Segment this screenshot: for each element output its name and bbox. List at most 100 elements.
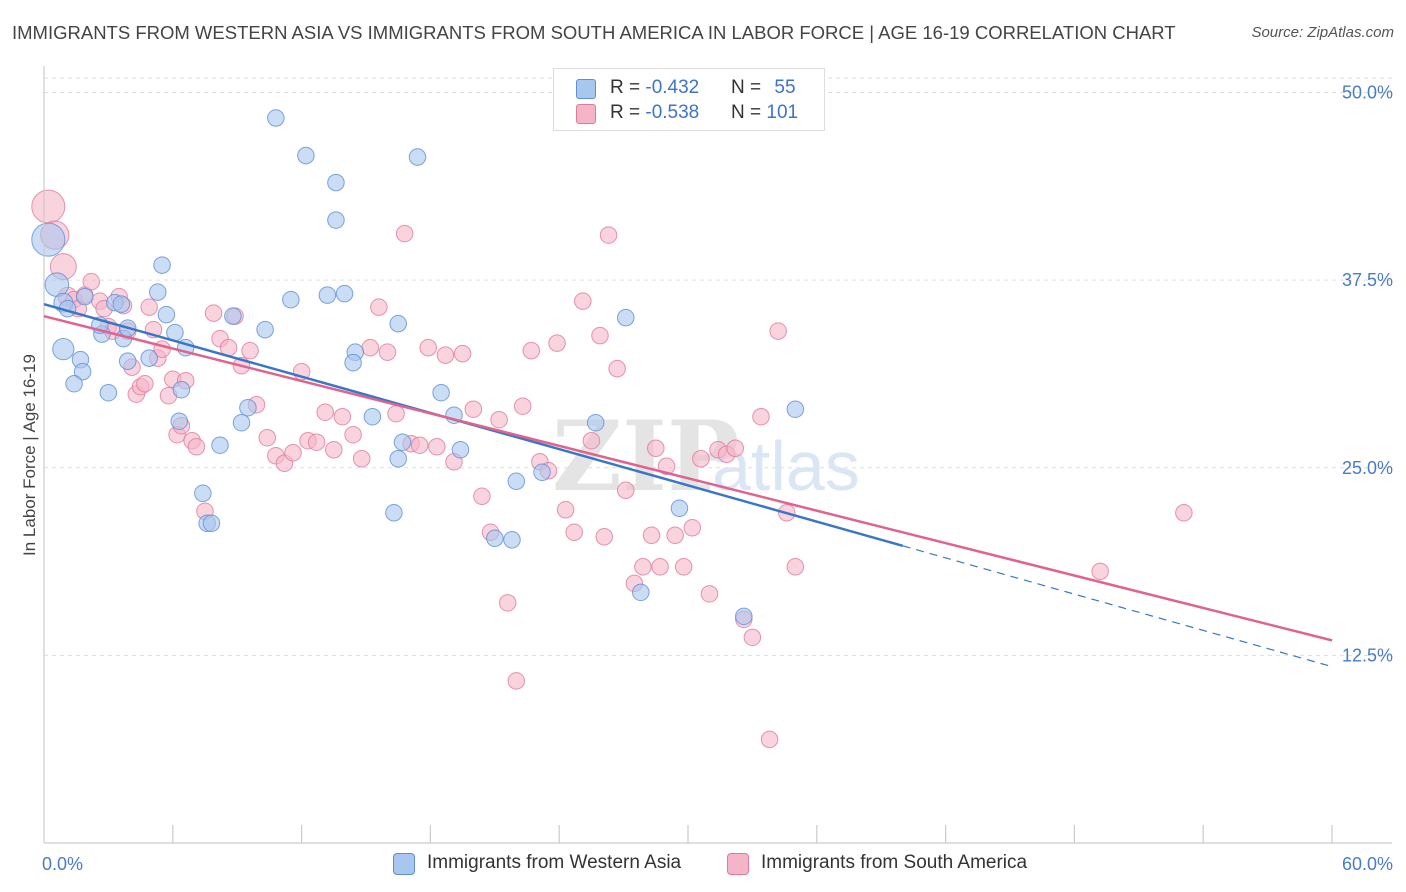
data-point — [297, 146, 315, 165]
data-point — [325, 440, 343, 459]
data-point — [616, 481, 635, 500]
data-point — [267, 109, 285, 127]
data-point — [498, 594, 517, 612]
data-point — [473, 487, 491, 506]
data-point — [565, 523, 583, 542]
data-point — [211, 436, 229, 455]
data-point — [410, 436, 429, 455]
data-point — [453, 344, 472, 363]
data-point — [595, 528, 614, 546]
data-point — [683, 519, 702, 537]
data-point — [582, 431, 601, 450]
legend-n-label: N = — [731, 77, 767, 98]
series-legend: Immigrants from Western Asia Immigrants … — [0, 850, 1406, 878]
data-point — [335, 284, 354, 303]
legend-r-value: -0.538 — [645, 102, 700, 123]
data-point — [370, 298, 388, 316]
legend-swatch-south-america — [576, 104, 596, 124]
data-point — [239, 398, 257, 417]
data-point — [387, 404, 405, 423]
data-point — [232, 413, 251, 432]
data-point — [82, 272, 100, 291]
chart-title: IMMIGRANTS FROM WESTERN ASIA VS IMMIGRAN… — [12, 22, 1176, 43]
data-point — [393, 433, 412, 452]
series-label-south-america: Immigrants from South America — [761, 852, 1028, 873]
data-point — [31, 222, 66, 257]
legend-n-value: 55 — [774, 77, 796, 98]
data-point — [419, 338, 438, 357]
data-point — [140, 349, 158, 367]
data-point — [436, 346, 455, 364]
data-point — [258, 428, 277, 447]
trendline-south-america — [43, 314, 1333, 642]
data-point — [1175, 504, 1193, 522]
y-tick-label: 25.0% — [1342, 458, 1393, 478]
legend-r-value: -0.432 — [645, 77, 700, 98]
data-point — [327, 211, 345, 229]
data-point — [574, 292, 592, 310]
data-point — [73, 362, 92, 381]
data-point — [333, 407, 352, 426]
data-point — [361, 338, 380, 357]
data-point — [507, 472, 526, 491]
data-point — [556, 501, 575, 519]
data-point — [647, 439, 665, 458]
data-point — [533, 463, 551, 482]
data-point — [76, 287, 94, 306]
source-label: Source: ZipAtlas.com — [1251, 24, 1394, 41]
data-point — [318, 286, 337, 304]
data-point — [616, 308, 635, 327]
data-point — [1091, 562, 1109, 581]
data-point — [651, 558, 669, 576]
data-point — [642, 526, 661, 545]
data-point — [726, 439, 744, 458]
data-point — [52, 338, 75, 361]
y-tick-label: 50.0% — [1342, 83, 1393, 103]
data-point — [363, 407, 382, 426]
data-point — [282, 290, 300, 309]
data-point — [735, 607, 753, 626]
data-point — [522, 341, 541, 360]
data-point — [700, 585, 719, 603]
data-point — [507, 672, 526, 690]
data-point — [170, 412, 189, 430]
correlation-legend: R = -0.432 N = 55 R = -0.538 N = 101 — [553, 68, 825, 131]
series-label-western-asia: Immigrants from Western Asia — [427, 852, 682, 873]
data-point — [760, 730, 779, 749]
data-point — [769, 322, 787, 340]
data-point — [464, 400, 483, 418]
legend-r-label: R = — [610, 77, 646, 98]
data-point — [378, 343, 397, 361]
data-point — [31, 189, 66, 224]
data-points — [31, 109, 1193, 749]
x-tick-label: 0.0% — [42, 854, 83, 874]
data-point — [786, 400, 805, 418]
data-point — [432, 383, 450, 402]
data-point — [202, 514, 221, 533]
data-point — [666, 526, 684, 545]
legend-n-value: 101 — [766, 102, 799, 123]
data-point — [172, 380, 191, 399]
data-point — [316, 403, 334, 421]
y-tick-label: 12.5% — [1342, 645, 1393, 665]
data-point — [674, 558, 693, 576]
data-point — [486, 529, 504, 548]
data-point — [389, 449, 407, 468]
data-point — [344, 425, 362, 444]
data-point — [204, 304, 223, 322]
data-point — [153, 256, 171, 274]
data-point — [327, 173, 345, 192]
data-point — [451, 440, 470, 459]
data-point — [65, 374, 83, 393]
tick-labels: 12.5% 25.0% 37.5% 50.0% 0.0% 60.0% — [42, 83, 1393, 874]
data-point — [586, 413, 605, 432]
data-point — [136, 374, 154, 393]
data-point — [670, 499, 689, 518]
legend-n-label: N = — [731, 102, 767, 123]
data-point — [241, 341, 259, 360]
data-point — [408, 148, 427, 166]
data-point — [344, 353, 362, 372]
data-point — [187, 437, 206, 456]
data-point — [157, 305, 176, 324]
